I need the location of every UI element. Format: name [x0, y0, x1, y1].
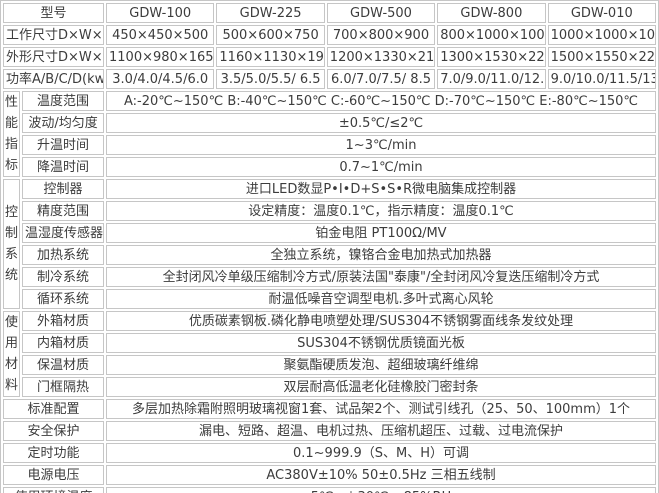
row-label-cell: 加热系统	[22, 245, 105, 265]
value-cell: 500×600×750	[216, 25, 325, 45]
value-cell: 7.0/9.0/11.0/12.5	[437, 69, 546, 89]
row-label-cell: 标准配置	[3, 399, 105, 419]
value-cell: 5℃~＋30℃ ≤85%RH	[106, 487, 656, 493]
value-cell: ±0.5℃/≤2℃	[106, 113, 656, 133]
value-cell: 漏电、短路、超温、电机过热、压缩机超压、过载、过电流保护	[106, 421, 656, 441]
value-cell: 双层耐高低温老化硅橡胶门密封条	[106, 377, 656, 397]
table-row: 门框隔热 双层耐高低温老化硅橡胶门密封条	[3, 377, 656, 397]
value-cell: 9.0/10.0/11.5/13.0	[547, 69, 656, 89]
table-row: 外形尺寸D×W×H 1100×980×1650 1160×1130×1900 1…	[3, 47, 656, 67]
model-name-cell: GDW-010	[547, 3, 656, 23]
value-cell: 设定精度：温度0.1℃，指示精度：温度0.1℃	[106, 201, 656, 221]
row-label-cell: 外箱材质	[22, 311, 105, 331]
table-row: 电源电压 AC380V±10% 50±0.5Hz 三相五线制	[3, 465, 656, 485]
value-cell: 1500×1550×2200	[547, 47, 656, 67]
row-label-cell: 保温材质	[22, 355, 105, 375]
value-cell: 700×800×900	[326, 25, 436, 45]
value-cell: 1000×1000×1000	[547, 25, 656, 45]
value-cell: 进口LED数显P•I•D+S•S•R微电脑集成控制器	[106, 179, 656, 199]
value-cell: 0.7~1℃/min	[106, 157, 656, 177]
row-label-cell: 降温时间	[22, 157, 105, 177]
table-row: 工作尺寸D×W×H 450×450×500 500×600×750 700×80…	[3, 25, 656, 45]
value-cell: 1200×1330×2100	[326, 47, 436, 67]
row-label-cell: 制冷系统	[22, 267, 105, 287]
value-cell: 铂金电阻 PT100Ω/MV	[106, 223, 656, 243]
table-row: 控制系统 控制器 进口LED数显P•I•D+S•S•R微电脑集成控制器	[3, 179, 656, 309]
model-name-cell: GDW-225	[216, 3, 325, 23]
table-row: 定时功能 0.1~999.9（S、M、H）可调	[3, 443, 656, 463]
row-label-cell: 使用环境温度	[3, 487, 105, 493]
table-row: 功率A/B/C/D(kw) 3.0/4.0/4.5/6.0 3.5/5.0/5.…	[3, 69, 656, 89]
row-label-cell: 内箱材质	[22, 333, 105, 353]
value-cell: 全独立系统，镍铬合金电加热式加热器	[106, 245, 656, 265]
row-label-cell: 安全保护	[3, 421, 105, 441]
value-cell: 6.0/7.0/7.5/ 8.5	[326, 69, 436, 89]
row-label-cell: 波动/均匀度	[22, 113, 105, 133]
model-name-cell: GDW-800	[437, 3, 546, 23]
table-row: 波动/均匀度 ±0.5℃/≤2℃	[3, 113, 656, 133]
value-cell: 优质碳素钢板.磷化静电喷塑处理/SUS304不锈钢雾面线条发纹处理	[106, 311, 656, 331]
value-cell: 3.5/5.0/5.5/ 6.5	[216, 69, 325, 89]
value-cell: SUS304不锈钢优质镜面光板	[106, 333, 656, 353]
value-cell: A:-20℃~150℃ B:-40℃~150℃ C:-60℃~150℃ D:-7…	[106, 91, 656, 111]
value-cell: 3.0/4.0/4.5/6.0	[106, 69, 215, 89]
row-label-cell: 电源电压	[3, 465, 105, 485]
model-name-cell: GDW-500	[326, 3, 436, 23]
table-row: 内箱材质 SUS304不锈钢优质镜面光板	[3, 333, 656, 353]
table-row: 使用材料 外箱材质 优质碳素钢板.磷化静电喷塑处理/SUS304不锈钢雾面线条发…	[3, 311, 656, 397]
table-row: 温湿度传感器 铂金电阻 PT100Ω/MV	[3, 223, 656, 243]
row-label-cell: 精度范围	[22, 201, 105, 221]
table-row: 使用环境温度 5℃~＋30℃ ≤85%RH	[3, 487, 656, 493]
value-cell: 1300×1530×2200	[437, 47, 546, 67]
model-header-row: 型号 GDW-100 GDW-225 GDW-500 GDW-800 GDW-0…	[3, 3, 656, 23]
value-cell: 多层加热除霜附照明玻璃视窗1套、试品架2个、测试引线孔（25、50、100mm）…	[106, 399, 656, 419]
model-header-label: 型号	[3, 3, 105, 23]
value-cell: 1100×980×1650	[106, 47, 215, 67]
row-label-cell: 升温时间	[22, 135, 105, 155]
row-label-cell: 定时功能	[3, 443, 105, 463]
group-label-cell: 控制系统	[3, 179, 20, 309]
table-row: 制冷系统 全封闭风冷单级压缩制冷方式/原装法国"泰康"/全封闭风冷复迭压缩制冷方…	[3, 267, 656, 287]
table-row: 降温时间 0.7~1℃/min	[3, 157, 656, 177]
row-label-cell: 门框隔热	[22, 377, 105, 397]
row-label-cell: 温湿度传感器	[22, 223, 105, 243]
row-label-cell: 功率A/B/C/D(kw)	[3, 69, 105, 89]
table-row: 性能指标 温度范围 A:-20℃~150℃ B:-40℃~150℃ C:-60℃…	[3, 91, 656, 177]
value-cell: 0.1~999.9（S、M、H）可调	[106, 443, 656, 463]
table-row: 循环系统 耐温低噪音空调型电机.多叶式离心风轮	[3, 289, 656, 309]
value-cell: 1~3℃/min	[106, 135, 656, 155]
table-row: 升温时间 1~3℃/min	[3, 135, 656, 155]
table-row: 精度范围 设定精度：温度0.1℃，指示精度：温度0.1℃	[3, 201, 656, 221]
row-label-cell: 外形尺寸D×W×H	[3, 47, 105, 67]
table-row: 保温材质 聚氨酯硬质发泡、超细玻璃纤维绵	[3, 355, 656, 375]
row-label-cell: 工作尺寸D×W×H	[3, 25, 105, 45]
value-cell: AC380V±10% 50±0.5Hz 三相五线制	[106, 465, 656, 485]
row-label-cell: 温度范围	[22, 91, 105, 111]
row-label-cell: 循环系统	[22, 289, 105, 309]
value-cell: 1160×1130×1900	[216, 47, 325, 67]
table-row: 标准配置 多层加热除霜附照明玻璃视窗1套、试品架2个、测试引线孔（25、50、1…	[3, 399, 656, 419]
table-row: 加热系统 全独立系统，镍铬合金电加热式加热器	[3, 245, 656, 265]
value-cell: 聚氨酯硬质发泡、超细玻璃纤维绵	[106, 355, 656, 375]
row-label-cell: 控制器	[22, 179, 105, 199]
value-cell: 450×450×500	[106, 25, 215, 45]
value-cell: 全封闭风冷单级压缩制冷方式/原装法国"泰康"/全封闭风冷复迭压缩制冷方式	[106, 267, 656, 287]
group-label-cell: 性能指标	[3, 91, 20, 177]
group-label-cell: 使用材料	[3, 311, 20, 397]
value-cell: 耐温低噪音空调型电机.多叶式离心风轮	[106, 289, 656, 309]
table-row: 安全保护 漏电、短路、超温、电机过热、压缩机超压、过载、过电流保护	[3, 421, 656, 441]
value-cell: 800×1000×1000	[437, 25, 546, 45]
model-name-cell: GDW-100	[106, 3, 215, 23]
